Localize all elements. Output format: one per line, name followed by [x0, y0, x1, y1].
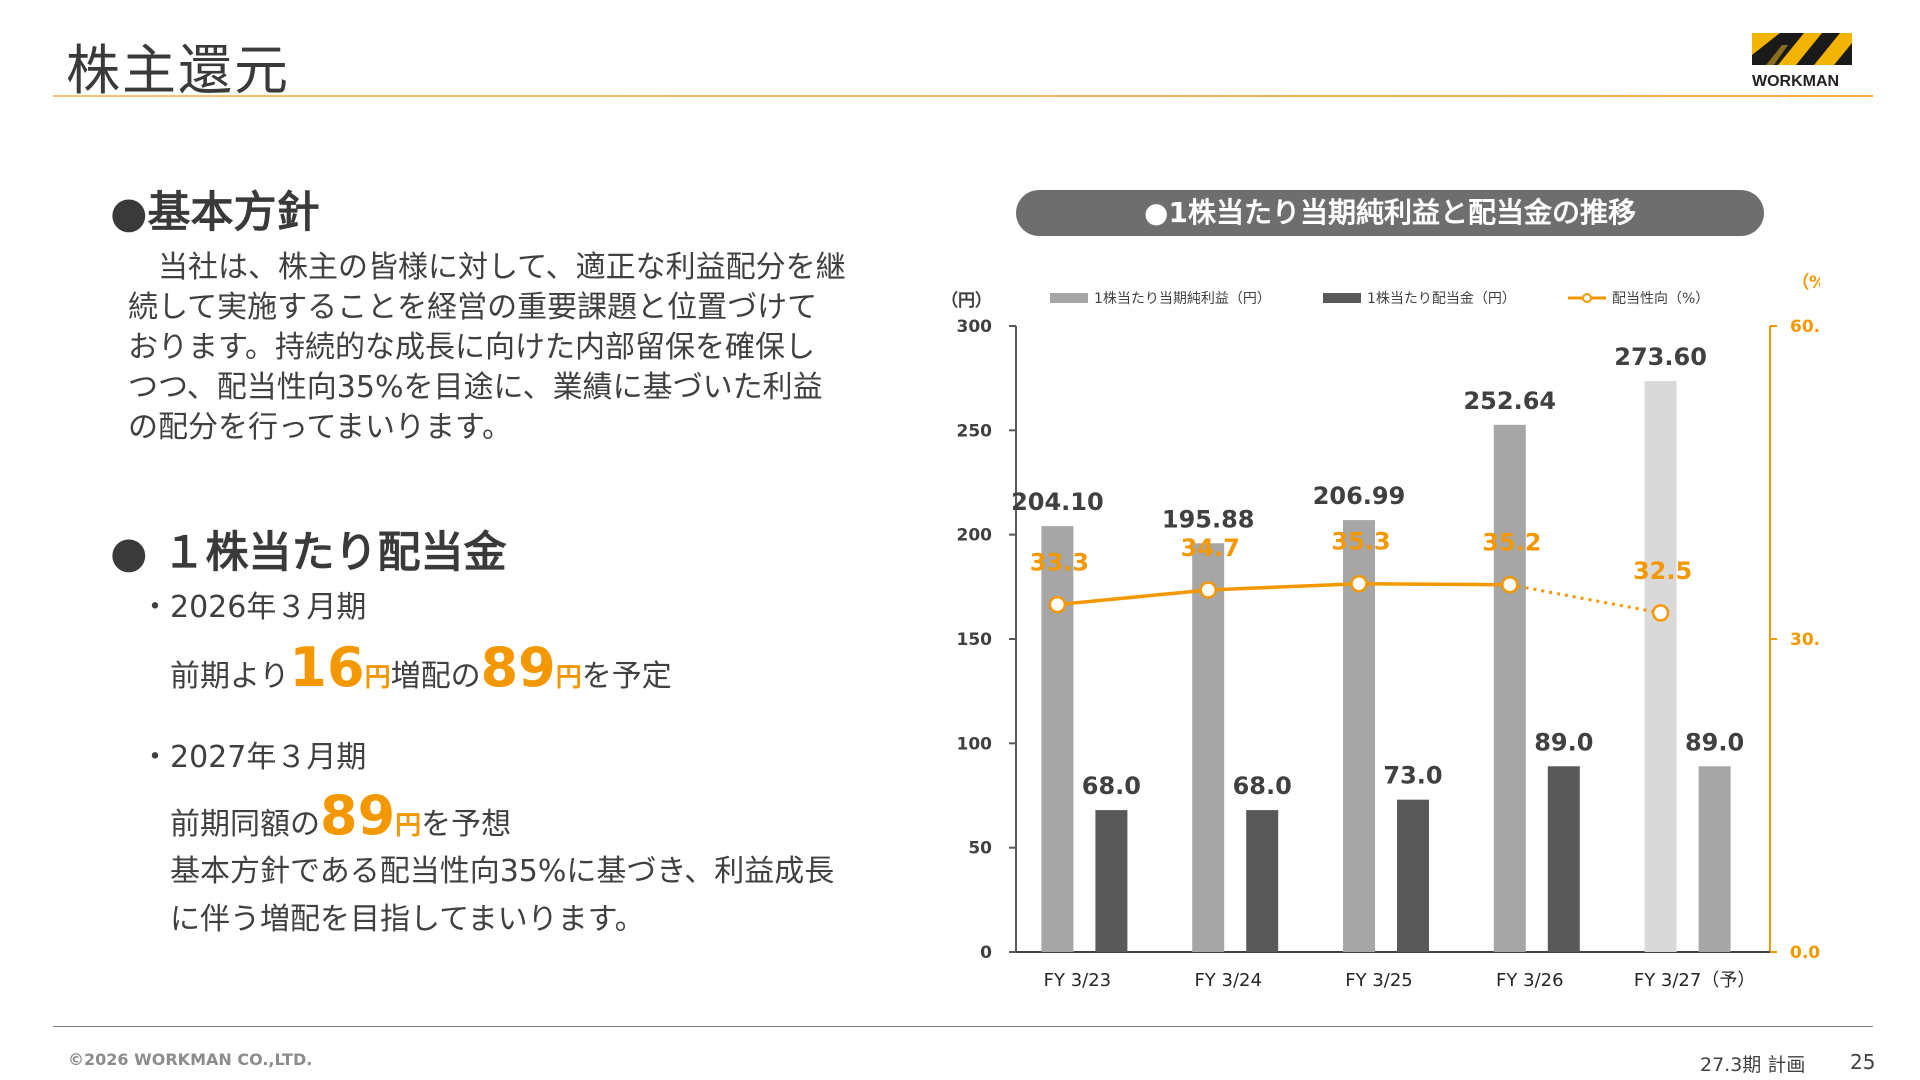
dividend-bar: [1698, 766, 1731, 952]
policy-line: 続して実施することを経営の重要課題と位置づけて: [128, 290, 818, 325]
fy2026-middle: 増配の: [390, 659, 481, 694]
left-axis-tick-label: 250: [957, 421, 993, 441]
eps-dividend-chart: 0 50 100 150 200 250 300 （円） 0.0 30.0 60.0 （%） 1株当たり…: [941, 272, 1820, 991]
legend-label-eps: 1株当たり当期純利益（円）: [1094, 291, 1271, 307]
payout-value-label: 35.2: [1482, 529, 1541, 557]
dividend-bar: [1547, 766, 1580, 952]
payout-point: [1501, 575, 1519, 594]
left-axis-unit: （円）: [941, 290, 992, 311]
dividend-bar: [1246, 810, 1279, 952]
payout-point: [1048, 595, 1067, 614]
fy2026-amount-unit: 円: [555, 663, 582, 693]
title-divider: [53, 95, 1873, 97]
dividend-value-label: 73.0: [1383, 762, 1442, 790]
payout-forecast-segment: [1509, 583, 1661, 615]
payout-value-label: 32.5: [1633, 557, 1692, 585]
eps-value-label: 252.64: [1463, 387, 1556, 415]
payout-value-label: 33.3: [1030, 549, 1089, 577]
dividend-value-label: 89.0: [1534, 728, 1593, 756]
payout-line-segment: [1057, 588, 1209, 607]
x-axis-category-label: FY 3/24: [1194, 970, 1262, 991]
x-axis-category-label: FY 3/27（予）: [1634, 970, 1756, 991]
plan-label: 27.3期 計画: [1700, 1054, 1806, 1076]
fy2027-amount: 89: [320, 784, 396, 847]
policy-heading: ●基本方針: [110, 188, 320, 238]
dividend-value-label: 68.0: [1233, 772, 1292, 800]
payout-point: [1199, 581, 1217, 599]
copyright: ©2026 WORKMAN CO.,LTD.: [68, 1050, 313, 1069]
eps-bar: [1041, 526, 1074, 952]
payout-value-label: 35.3: [1331, 528, 1390, 556]
left-axis-tick-label: 50: [968, 839, 992, 859]
eps-bar: [1644, 381, 1677, 952]
fy2027-line2: 基本方針である配当性向35%に基づき、利益成長: [170, 854, 835, 889]
page-number: 25: [1850, 1050, 1876, 1074]
fy2026-detail: 前期より16円増配の89円を予定: [170, 640, 672, 706]
page-title: 株主還元: [66, 39, 290, 102]
dividend-bar: [1095, 810, 1128, 952]
fy2026-suffix: を予定: [581, 659, 672, 694]
right-axis-tick-label: 60.0: [1790, 317, 1820, 337]
eps-value-label: 204.10: [1011, 488, 1104, 516]
eps-bar: [1192, 543, 1225, 952]
dividend-value-label: 89.0: [1685, 728, 1744, 756]
legend-label-dividend: 1株当たり配当金（円）: [1367, 291, 1516, 307]
fy2027-amount-unit: 円: [395, 811, 422, 841]
eps-value-label: 195.88: [1162, 505, 1255, 533]
left-axis-tick-label: 0: [980, 943, 992, 963]
payout-line-segment: [1358, 581, 1510, 587]
fy2027-prefix: 前期同額の: [170, 807, 320, 842]
policy-text: 当社は、株主の皆様に対して、適正な利益配分を継 続して実施することを経営の重要課…: [128, 248, 846, 448]
chart-title: ●1株当たり当期純利益と配当金の推移: [1016, 190, 1764, 236]
dividend-heading: ● １株当たり配当金: [110, 528, 507, 578]
left-axis-tick-label: 100: [957, 734, 993, 754]
policy-line: おります。持続的な成長に向けた内部留保を確保し: [128, 330, 815, 365]
payout-point: [1651, 604, 1670, 622]
eps-bar: [1493, 424, 1526, 952]
left-axis-tick-label: 150: [957, 630, 993, 650]
right-axis-tick-label: 0.0: [1790, 943, 1820, 963]
x-axis-category-label: FY 3/26: [1496, 970, 1564, 991]
footer-divider: [53, 1026, 1873, 1027]
eps-value-label: 206.99: [1313, 482, 1406, 510]
legend-label-payout: 配当性向（%）: [1612, 291, 1709, 307]
legend-swatch-eps: [1050, 293, 1088, 303]
fy2026-amount: 89: [480, 636, 556, 699]
left-axis-tick-label: 200: [957, 526, 993, 546]
legend-swatch-dividend: [1323, 293, 1361, 303]
payout-point: [1350, 574, 1368, 593]
fy2027-label: ・2027年３月期: [140, 740, 367, 775]
fy2026-increase-unit: 円: [364, 663, 391, 693]
fy2027-line3: に伴う増配を目指してまいります。: [170, 902, 645, 937]
left-axis-tick-label: 300: [957, 317, 993, 337]
eps-value-label: 273.60: [1614, 343, 1707, 371]
payout-line-segment: [1208, 581, 1360, 592]
right-axis-tick-label: 30.0: [1790, 630, 1820, 650]
policy-line: つつ、配当性向35%を目途に、業績に基づいた利益: [128, 370, 823, 405]
fy2026-label: ・2026年３月期: [140, 590, 367, 625]
policy-line: の配分を行ってまいります。: [128, 410, 512, 445]
policy-line: 当社は、株主の皆様に対して、適正な利益配分を継: [128, 250, 846, 285]
legend-swatch-payout-marker: [1582, 293, 1592, 303]
x-axis-category-label: FY 3/25: [1345, 970, 1413, 991]
workman-logo: WORKMAN: [1752, 33, 1856, 90]
logo-wordmark: WORKMAN: [1752, 73, 1840, 90]
fy2026-increase: 16: [289, 636, 365, 699]
right-axis-unit: （%）: [1792, 272, 1820, 293]
dividend-value-label: 68.0: [1082, 772, 1141, 800]
x-axis-category-label: FY 3/23: [1044, 970, 1112, 991]
logo-mark-icon: [1752, 33, 1852, 65]
dividend-bar: [1397, 799, 1429, 952]
fy2026-prefix: 前期より: [170, 659, 290, 694]
fy2027-suffix: を予想: [421, 807, 512, 842]
fy2027-detail: 前期同額の89円を予想: [170, 788, 511, 854]
payout-value-label: 34.7: [1181, 534, 1240, 562]
